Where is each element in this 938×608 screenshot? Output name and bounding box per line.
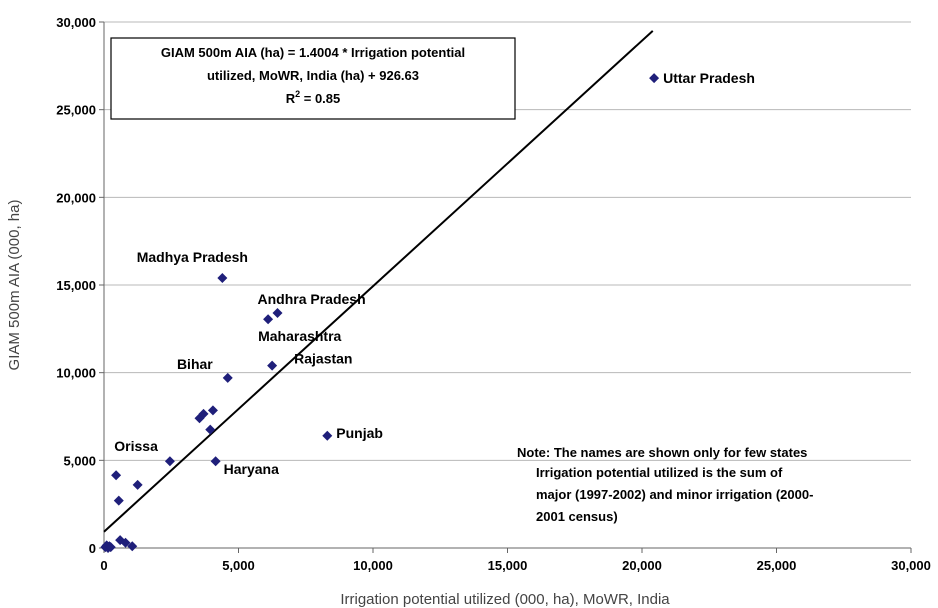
x-tick-label: 20,000 xyxy=(622,558,662,573)
x-tick-label: 25,000 xyxy=(757,558,797,573)
x-tick-labels: 0 5,000 10,000 15,000 20,000 25,000 30,000 xyxy=(100,558,931,573)
r-squared-label: R2 = 0.85 xyxy=(286,89,341,106)
point-label: Andhra Pradesh xyxy=(258,291,366,307)
r2-value: = 0.85 xyxy=(300,91,340,106)
data-point xyxy=(222,372,233,383)
data-point xyxy=(263,314,274,325)
data-point xyxy=(105,542,116,553)
data-point xyxy=(205,424,216,435)
y-tick-label: 0 xyxy=(89,541,96,556)
note-annotation: Note: The names are shown only for few s… xyxy=(517,445,813,524)
y-tick-label: 25,000 xyxy=(56,103,96,118)
data-point xyxy=(132,479,143,490)
r2-prefix: R xyxy=(286,91,296,106)
y-tick-label: 15,000 xyxy=(56,278,96,293)
data-point xyxy=(322,430,333,441)
x-axis-title: Irrigation potential utilized (000, ha),… xyxy=(340,591,670,608)
point-label: Orissa xyxy=(114,438,158,454)
data-points xyxy=(100,73,660,553)
note-line-4: 2001 census) xyxy=(536,509,618,524)
trendline xyxy=(103,30,654,533)
data-point xyxy=(113,495,124,506)
data-point xyxy=(207,405,218,416)
point-label: Punjab xyxy=(336,425,383,441)
data-point xyxy=(272,308,283,319)
y-tick-label: 20,000 xyxy=(56,190,96,205)
data-point xyxy=(267,360,278,371)
y-tick-label: 5,000 xyxy=(63,453,96,468)
point-label: Rajastan xyxy=(294,351,352,367)
x-tick-label: 30,000 xyxy=(891,558,931,573)
x-tick-label: 0 xyxy=(100,558,107,573)
x-tick-label: 10,000 xyxy=(353,558,393,573)
note-line-3: major (1997-2002) and minor irrigation (… xyxy=(536,487,813,502)
x-tick-label: 5,000 xyxy=(222,558,255,573)
point-labels: Uttar Pradesh Madhya Pradesh Andhra Prades… xyxy=(114,70,755,477)
data-point xyxy=(120,537,131,548)
equation-line-1: GIAM 500m AIA (ha) = 1.4004 * Irrigation… xyxy=(161,45,465,60)
point-label: Bihar xyxy=(177,356,213,372)
r2-superscript: 2 xyxy=(295,89,300,99)
trendline-group xyxy=(103,30,654,533)
y-tick-label: 30,000 xyxy=(56,15,96,30)
data-point xyxy=(217,272,228,283)
point-label: Haryana xyxy=(224,461,279,477)
data-point xyxy=(164,456,175,467)
equation-annotation: GIAM 500m AIA (ha) = 1.4004 * Irrigation… xyxy=(110,37,516,120)
equation-box xyxy=(110,37,516,120)
data-point xyxy=(210,456,221,467)
x-tick-label: 15,000 xyxy=(488,558,528,573)
note-line-2: Irrigation potential utilized is the sum… xyxy=(536,465,783,480)
data-point xyxy=(127,541,138,552)
y-axis-title: GIAM 500m AIA (000, ha) xyxy=(6,200,23,371)
data-point xyxy=(198,408,209,419)
data-point xyxy=(649,73,660,84)
equation-line-2: utilized, MoWR, India (ha) + 926.63 xyxy=(207,68,419,83)
note-line-1: Note: The names are shown only for few s… xyxy=(517,445,807,460)
y-tick-label: 10,000 xyxy=(56,366,96,381)
point-label: Madhya Pradesh xyxy=(137,249,248,265)
y-tick-labels: 0 5,000 10,000 15,000 20,000 25,000 30,000 xyxy=(56,15,96,556)
data-point xyxy=(111,470,122,481)
point-label: Uttar Pradesh xyxy=(663,70,755,86)
gridlines xyxy=(104,21,911,461)
point-label: Maharashtra xyxy=(258,328,341,344)
